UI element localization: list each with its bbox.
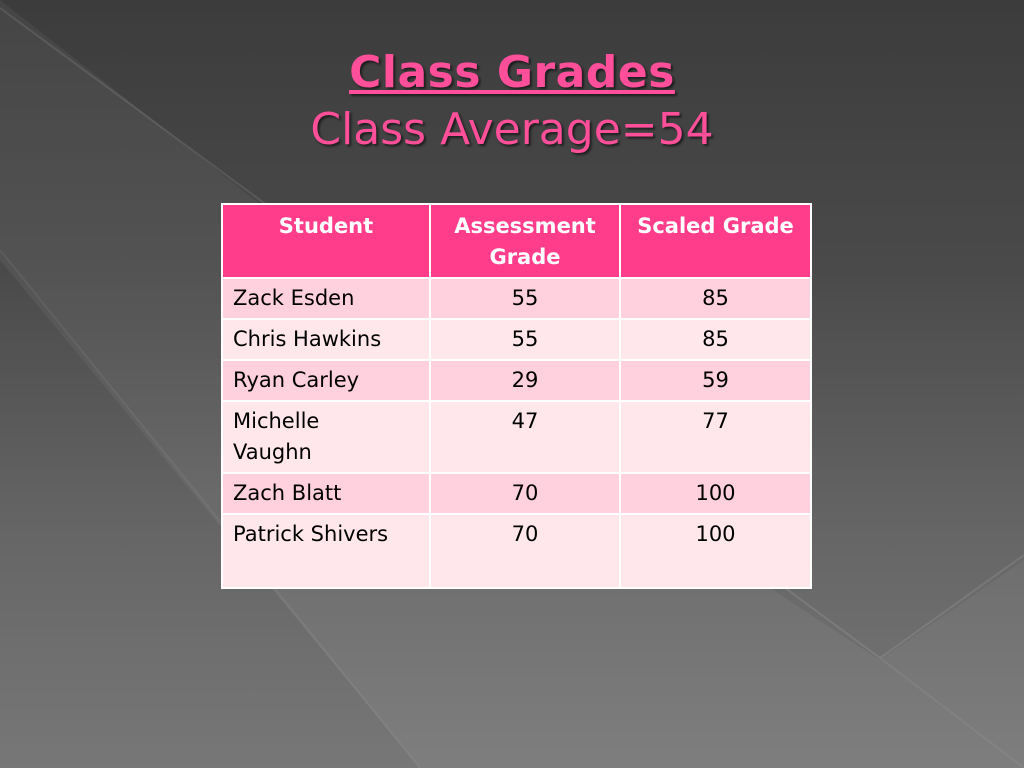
assessment-grade-cell: 55	[429, 277, 621, 320]
header-assessment-grade: Assessment Grade	[429, 203, 621, 279]
scaled-grade-cell: 100	[619, 513, 812, 589]
scaled-grade-cell: 77	[619, 400, 812, 474]
table-row: Michelle Vaughn 47 77	[221, 400, 812, 474]
table-row: Zach Blatt 70 100	[221, 472, 812, 515]
assessment-grade-cell: 70	[429, 472, 621, 515]
student-name-cell: Chris Hawkins	[221, 318, 431, 361]
title-block: Class Grades Class Average=54	[0, 40, 1024, 155]
assessment-grade-cell: 70	[429, 513, 621, 589]
header-student: Student	[221, 203, 431, 279]
student-name-cell: Michelle Vaughn	[221, 400, 431, 474]
table-row: Zack Esden 55 85	[221, 277, 812, 320]
slide-subtitle: Class Average=54	[310, 104, 714, 155]
scaled-grade-cell: 85	[619, 277, 812, 320]
table-header-row: Student Assessment Grade Scaled Grade	[221, 203, 812, 279]
header-scaled-grade: Scaled Grade	[619, 203, 812, 279]
student-name-cell: Zack Esden	[221, 277, 431, 320]
scaled-grade-cell: 85	[619, 318, 812, 361]
assessment-grade-cell: 29	[429, 359, 621, 402]
scaled-grade-cell: 59	[619, 359, 812, 402]
student-name-cell: Ryan Carley	[221, 359, 431, 402]
student-name-cell: Zach Blatt	[221, 472, 431, 515]
assessment-grade-cell: 55	[429, 318, 621, 361]
scaled-grade-cell: 100	[619, 472, 812, 515]
student-name-cell: Patrick Shivers	[221, 513, 431, 589]
table-row: Ryan Carley 29 59	[221, 359, 812, 402]
table-row: Chris Hawkins 55 85	[221, 318, 812, 361]
grades-table: Student Assessment Grade Scaled Grade Za…	[221, 203, 812, 589]
slide-title: Class Grades	[349, 47, 675, 98]
assessment-grade-cell: 47	[429, 400, 621, 474]
table-row: Patrick Shivers 70 100	[221, 513, 812, 589]
